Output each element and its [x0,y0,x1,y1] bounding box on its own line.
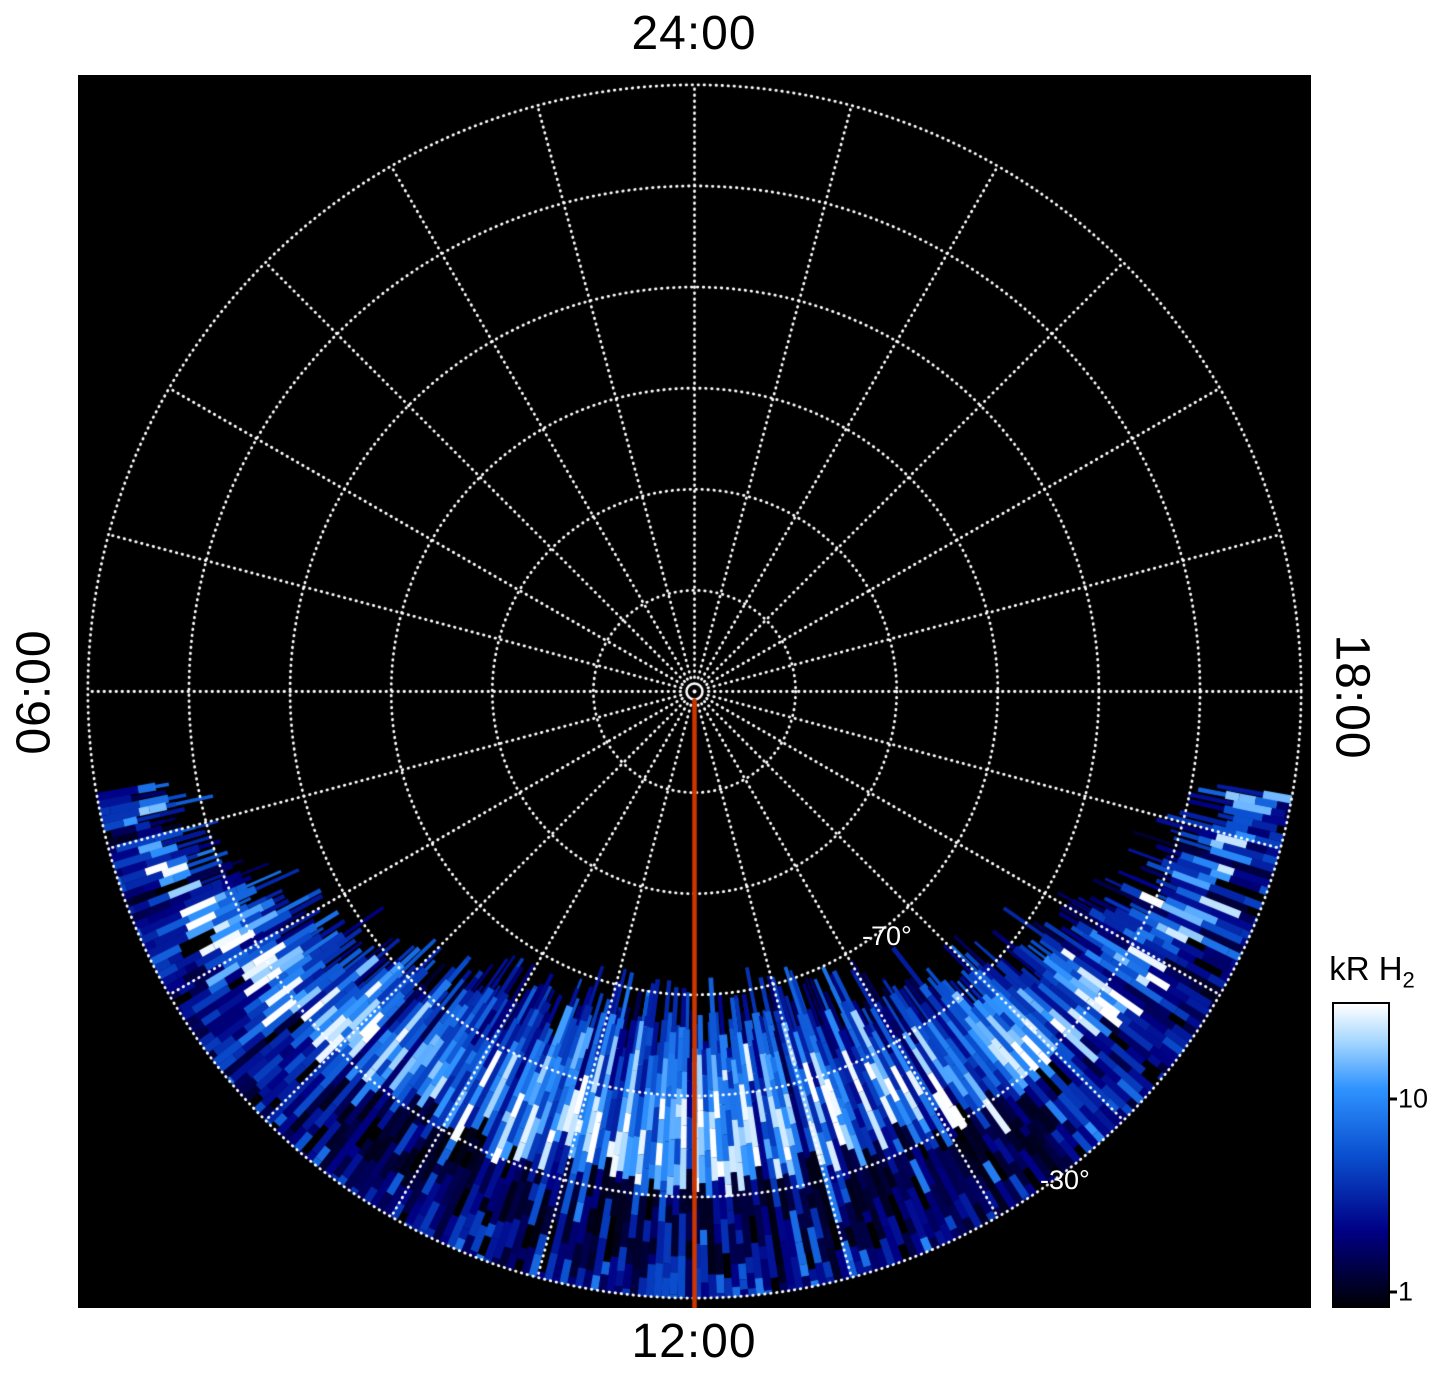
ring-label-minus30: -30° [1040,1165,1090,1195]
colorbar-tickmark-1 [1388,1290,1397,1294]
colorbar-title-main: kR H [1329,950,1403,987]
polar-plot: -70° -30° [78,75,1311,1308]
colorbar-title: kR H2 [1312,950,1432,994]
hour-label-2400: 24:00 [631,7,757,60]
colorbar-title-sub: 2 [1402,967,1415,993]
hour-label-0600: 06:00 [7,629,61,755]
colorbar-tickmark-10 [1388,1097,1397,1101]
hour-label-1800: 18:00 [1325,634,1379,760]
colorbar-tick-10: 10 [1398,1083,1429,1114]
colorbar-tick-1: 1 [1398,1276,1414,1307]
hour-label-1200: 12:00 [631,1315,757,1368]
colorbar: kR H2 10 1 [1312,950,1447,1340]
colorbar-gradient [1332,1002,1390,1308]
polar-heatmap-canvas [78,75,1311,1308]
ring-label-minus70: -70° [862,921,912,951]
